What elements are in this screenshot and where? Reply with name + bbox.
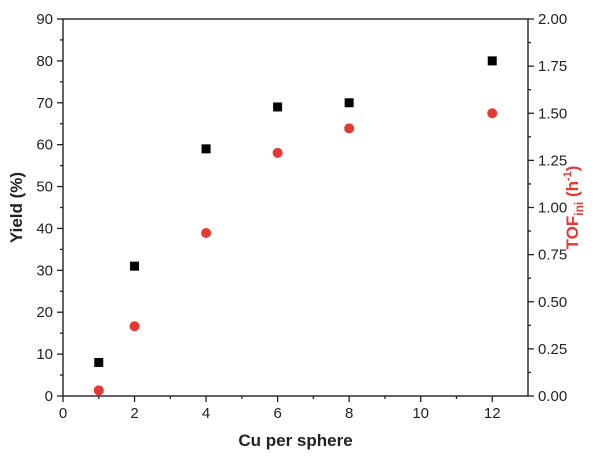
y-right-tick-label: 0.50	[538, 294, 567, 311]
tof-point	[93, 385, 104, 396]
y-right-tick-label: 1.75	[538, 58, 567, 75]
y-left-tick-label: 90	[36, 11, 53, 28]
y-right-tick-label: 2.00	[538, 11, 567, 28]
y-right-tick-label: 0.25	[538, 341, 567, 358]
y-right-tick-label: 1.00	[538, 200, 567, 217]
plot-frame	[62, 18, 529, 397]
yield-point	[201, 144, 211, 154]
y-right-tick-label: 1.25	[538, 152, 567, 169]
y-left-axis-title: Yield (%)	[7, 172, 26, 243]
y-left-tick-label: 80	[36, 53, 53, 70]
x-tick-label: 12	[484, 405, 501, 422]
x-tick-label: 10	[412, 405, 429, 422]
y-left-tick-label: 20	[36, 304, 53, 321]
axis-tick-labels: 0 2 4 6 8 10 12 0 10 20 30 40 50 60 70 80 90 0.00 0.25 0.50…	[36, 11, 567, 422]
y-left-tick-label: 30	[36, 262, 53, 279]
tof-point	[129, 321, 140, 332]
y-left-tick-label: 40	[36, 220, 53, 237]
y-left-tick-label: 10	[36, 346, 53, 363]
x-axis-title: Cu per sphere	[238, 431, 352, 450]
y-right-title-sub: ini	[572, 202, 586, 216]
y-left-tick-label: 0	[45, 388, 53, 405]
y-right-title-unit-open: (h	[563, 181, 582, 202]
y-right-tick-label: 1.50	[538, 105, 567, 122]
tof-point	[487, 108, 498, 119]
yield-point	[94, 357, 104, 367]
y-left-tick-label: 50	[36, 179, 53, 196]
yield-point	[487, 56, 497, 66]
x-tick-label: 4	[202, 405, 210, 422]
tof-point	[201, 227, 212, 238]
y-right-tick-label: 0.00	[538, 388, 567, 405]
y-right-title-main: TOF	[563, 216, 582, 250]
data-points	[93, 56, 498, 396]
axis-ticks	[57, 18, 534, 402]
x-tick-label: 8	[345, 405, 353, 422]
x-tick-label: 0	[59, 405, 67, 422]
y-left-tick-label: 70	[36, 95, 53, 112]
y-right-title-unit-sup: -1	[562, 171, 574, 181]
yield-point	[344, 98, 354, 108]
y-right-axis-title: TOFini (h-1)	[562, 166, 586, 250]
yield-point	[130, 261, 140, 271]
tof-point	[272, 147, 283, 158]
y-right-tick-label: 0.75	[538, 247, 567, 264]
tof-point	[344, 123, 355, 134]
yield-point	[273, 102, 283, 112]
x-tick-label: 2	[130, 405, 138, 422]
y-left-tick-label: 60	[36, 137, 53, 154]
y-right-title-unit-close: )	[563, 166, 582, 172]
x-tick-label: 6	[273, 405, 281, 422]
